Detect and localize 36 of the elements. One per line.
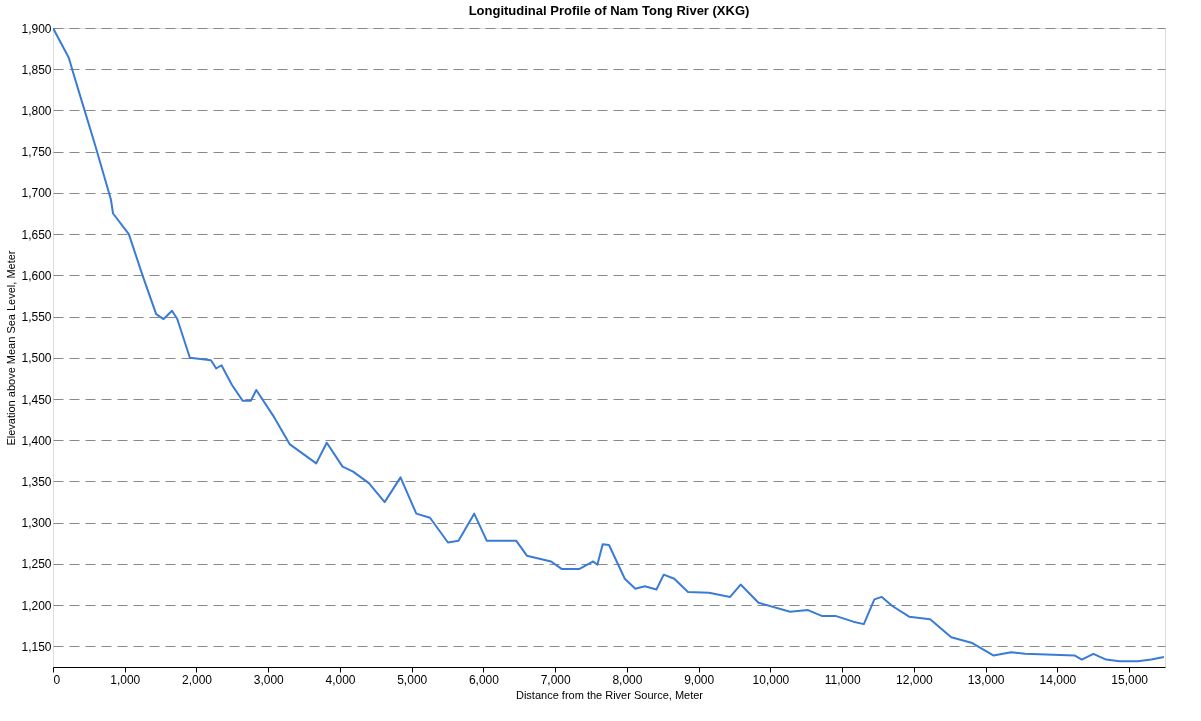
x-tick-label: 14,000	[1039, 672, 1077, 687]
x-tick-label: 11,000	[824, 672, 861, 687]
y-tick-label: 1,300	[21, 516, 52, 531]
x-tick-label: 7,000	[540, 672, 572, 687]
x-tick-label: 12,000	[896, 672, 934, 687]
x-axis-title: Distance from the River Source, Meter	[515, 688, 704, 701]
y-tick-label: 1,400	[21, 433, 52, 448]
x-tick-label: 5,000	[397, 672, 428, 687]
x-tick-label: 0	[53, 672, 61, 687]
y-tick-label: 1,700	[21, 186, 52, 201]
x-tick-label: 2,000	[181, 672, 213, 687]
y-axis-title: Elevation above Mean Sea Level, Meter	[5, 250, 18, 446]
y-tick-label: 1,800	[21, 103, 52, 118]
y-tick-label: 1,500	[21, 351, 52, 366]
x-tick-label: 10,000	[752, 672, 790, 687]
y-tick-label: 1,900	[21, 21, 52, 36]
x-tick-label: 8,000	[612, 672, 643, 687]
y-tick-label: 1,200	[21, 598, 52, 613]
x-tick-label: 15,000	[1111, 672, 1149, 687]
x-tick-label: 1,000	[110, 672, 141, 687]
y-tick-label: 1,250	[21, 557, 52, 572]
y-tick-label: 1,600	[21, 268, 52, 283]
x-tick-label: 9,000	[684, 672, 715, 687]
x-tick-label: 13,000	[967, 672, 1005, 687]
line-series	[53, 28, 1165, 663]
y-tick-label: 1,750	[21, 145, 52, 160]
y-tick-label: 1,450	[21, 392, 52, 407]
y-tick-label: 1,650	[21, 227, 52, 242]
y-tick-label: 1,850	[21, 62, 52, 77]
x-tick-label: 4,000	[325, 672, 356, 687]
y-tick-label: 1,350	[21, 474, 52, 489]
y-tick-label: 1,150	[21, 639, 52, 654]
chart-title: Longitudinal Profile of Nam Tong River (XKG)	[468, 3, 750, 18]
x-tick-label: 6,000	[468, 672, 500, 687]
y-tick-label: 1,550	[21, 310, 52, 325]
x-tick-label: 3,000	[253, 672, 285, 687]
